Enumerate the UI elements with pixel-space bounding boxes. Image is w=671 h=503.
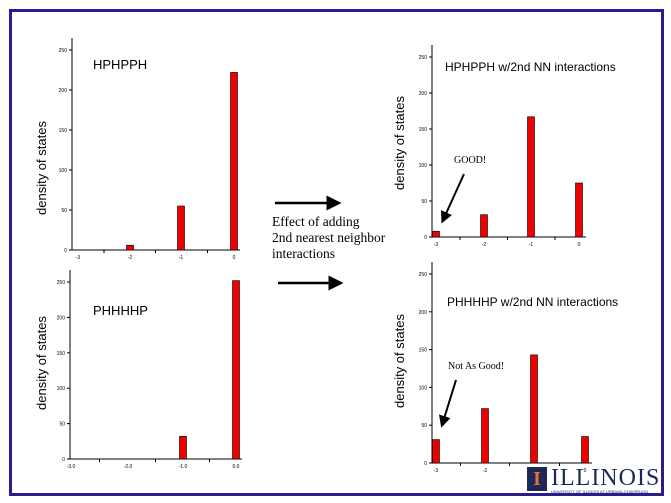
y-tick-label: 50 [59, 422, 65, 428]
y-tick-label: 200 [419, 91, 428, 97]
not-good-note: Not As Good! [448, 361, 505, 372]
slide-frame [9, 9, 664, 496]
bar [530, 354, 538, 464]
x-tick-label: -1 [179, 255, 184, 261]
chart-title: HPHPPH [93, 57, 148, 72]
bar [232, 280, 240, 460]
effect-caption: Effect of adding 2nd nearest neighbor in… [272, 214, 385, 262]
y-axis-label: density of states [392, 96, 407, 190]
x-tick-label: 0 [233, 255, 236, 261]
y-tick-label: 250 [419, 272, 428, 278]
chart-title: PHHHHP w/2nd NN interactions [447, 295, 619, 309]
y-tick-label: 200 [59, 88, 68, 94]
x-tick-label: 0 [584, 468, 587, 474]
y-tick-label: 0 [64, 248, 67, 254]
x-tick-label: -3 [434, 468, 439, 474]
bar [230, 72, 238, 251]
x-tick-label: -3 [434, 242, 439, 248]
illinois-logo: I ILLINOIS UNIVERSITY OF ILLINOIS AT URB… [527, 465, 661, 494]
y-tick-label: 250 [57, 280, 66, 286]
chart-title: PHHHHP [93, 303, 148, 318]
x-tick-label: -1.0 [179, 464, 188, 470]
y-axis-label: density of states [34, 121, 49, 215]
y-tick-label: 250 [419, 55, 428, 61]
x-tick-label: -2 [482, 242, 487, 248]
y-tick-label: 150 [57, 351, 66, 357]
bar [581, 436, 589, 464]
x-tick-label: -3 [76, 255, 81, 261]
y-tick-label: 0 [424, 235, 427, 241]
caption-line: 2nd nearest neighbor [272, 230, 386, 245]
bar [179, 436, 187, 460]
bar [527, 116, 535, 238]
good-note: GOOD! [454, 155, 487, 166]
x-tick-label: -2 [128, 255, 133, 261]
illinois-block-i-icon: I [527, 467, 547, 491]
logo-text: ILLINOIS [551, 465, 661, 491]
y-tick-label: 100 [59, 168, 68, 174]
chart-title: HPHPPH w/2nd NN interactions [445, 60, 616, 74]
bar [480, 214, 488, 238]
logo-subtitle: UNIVERSITY OF ILLINOIS AT URBANA-CHAMPAI… [551, 489, 648, 494]
y-tick-label: 100 [419, 163, 428, 169]
y-tick-label: 100 [57, 386, 66, 392]
y-tick-label: 250 [59, 48, 68, 54]
y-tick-label: 50 [61, 208, 67, 214]
y-axis-label: density of states [34, 316, 49, 410]
y-tick-label: 50 [421, 199, 427, 205]
x-tick-label: 0 [578, 242, 581, 248]
y-axis-label: density of states [392, 314, 407, 408]
bar [126, 244, 134, 251]
x-tick-label: -2 [483, 468, 488, 474]
caption-line: interactions [272, 246, 335, 261]
y-tick-label: 0 [424, 461, 427, 467]
x-tick-label: -3.0 [67, 464, 76, 470]
y-tick-label: 100 [419, 385, 428, 391]
x-tick-label: -2.0 [124, 464, 133, 470]
y-tick-label: 0 [62, 457, 65, 463]
bar [432, 439, 440, 464]
bar [432, 230, 440, 238]
pointer-arrow-icon [439, 379, 457, 428]
bar [575, 182, 583, 238]
y-tick-label: 200 [57, 315, 66, 321]
y-tick-label: 150 [59, 128, 68, 134]
x-tick-label: 0.0 [233, 464, 240, 470]
y-tick-label: 150 [419, 348, 428, 354]
bar [481, 408, 489, 464]
y-tick-label: 200 [419, 310, 428, 316]
bar [177, 205, 185, 251]
caption-line: Effect of adding [272, 214, 360, 229]
y-tick-label: 150 [419, 127, 428, 133]
y-tick-label: 50 [421, 423, 427, 429]
x-tick-label: -1 [529, 242, 534, 248]
pointer-arrow-icon [441, 173, 465, 224]
